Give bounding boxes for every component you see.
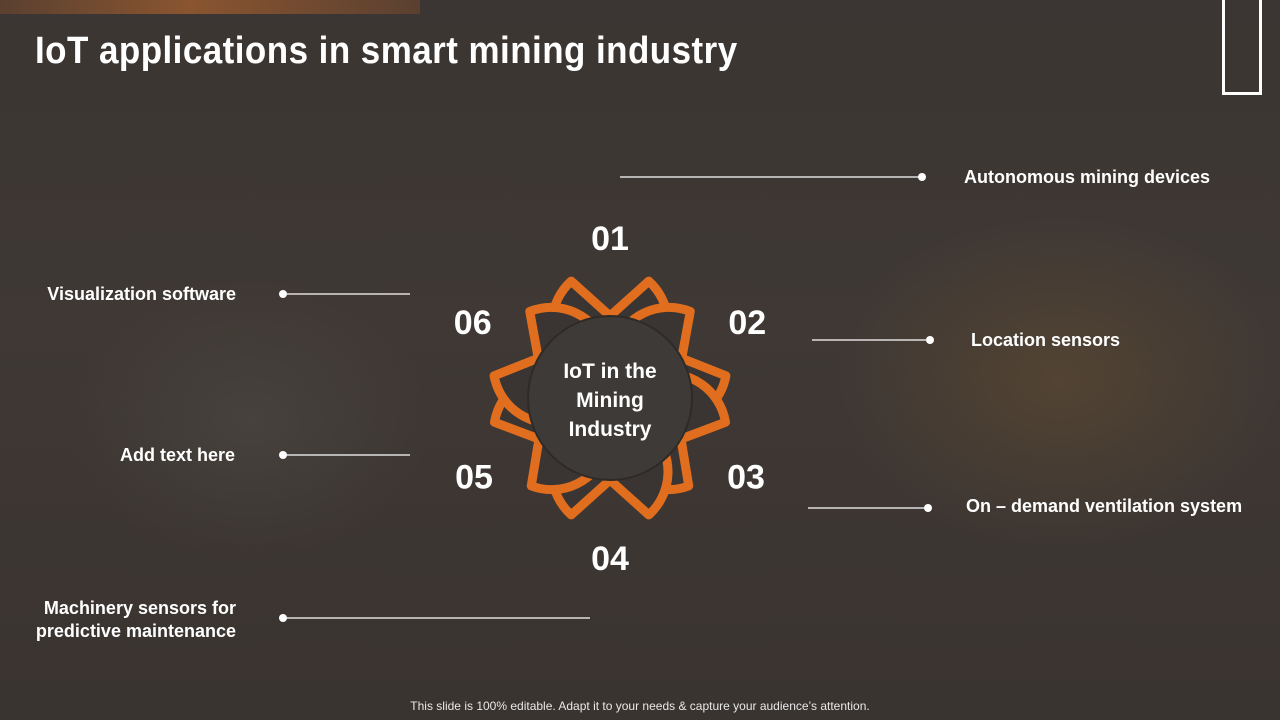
petal-number-01: 01	[591, 220, 629, 258]
center-hub: IoT in the Mining Industry	[527, 315, 693, 481]
label-machinery-sensors-line-2: predictive maintenance	[35, 621, 236, 641]
footer-note: This slide is 100% editable. Adapt it to…	[410, 699, 870, 713]
label-machinery-sensors-line-1: Machinery sensors for	[43, 598, 236, 618]
label-visualization-software: Visualization software	[47, 284, 236, 304]
center-circle	[527, 315, 693, 481]
center-label-line-2: Mining	[576, 389, 644, 412]
petal-number-05: 05	[455, 459, 493, 497]
connector-dot-01	[918, 173, 926, 181]
label-on-demand-ventilation: On – demand ventilation system	[966, 496, 1243, 516]
label-autonomous-mining-devices: Autonomous mining devices	[964, 167, 1211, 187]
petal-number-06: 06	[454, 304, 492, 342]
connector-lines	[279, 173, 934, 622]
top-accent-bar	[0, 0, 420, 14]
petal-number-03: 03	[727, 459, 765, 497]
connector-dot-03	[924, 504, 932, 512]
petal-number-02: 02	[728, 304, 766, 342]
corner-frame-decoration	[1222, 0, 1262, 95]
center-label-line-1: IoT in the	[563, 360, 656, 383]
connector-dot-04	[279, 614, 287, 622]
page-title: IoT applications in smart mining industr…	[35, 30, 738, 72]
petal-number-04: 04	[591, 540, 629, 578]
connector-dot-02	[926, 336, 934, 344]
label-machinery-sensors: Machinery sensors for predictive mainten…	[36, 597, 236, 643]
label-location-sensors: Location sensors	[971, 330, 1121, 350]
connector-dot-05	[279, 451, 287, 459]
center-label-line-3: Industry	[569, 418, 652, 441]
connector-dot-06	[279, 290, 287, 298]
label-add-text-here: Add text here	[119, 445, 235, 465]
